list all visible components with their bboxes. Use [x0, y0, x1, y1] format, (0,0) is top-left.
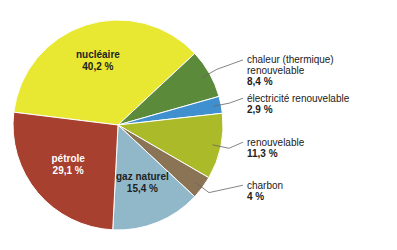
chart: nucléaire40,2 %gaz naturel15,4 %pétrole2…: [0, 0, 397, 250]
slice-label: nucléaire: [76, 49, 120, 60]
label-line: chaleur (thermique): [247, 54, 334, 65]
label-line: renouvelable: [247, 65, 305, 76]
slice-value-label: 4 %: [247, 191, 264, 202]
slice-label: pétrole: [52, 153, 86, 164]
slice-value-label: 29,1 %: [53, 165, 84, 176]
pie-slice: [13, 112, 118, 230]
slice-value-label: 11,3 %: [247, 148, 278, 159]
leader-line: [196, 183, 243, 193]
leader-line: [202, 60, 243, 78]
pie: [13, 20, 223, 230]
slice-value-label: 15,4 %: [127, 183, 158, 194]
slice-label: gaz naturel: [116, 171, 169, 182]
label-line: renouvelable: [247, 137, 305, 148]
labels: nucléaire40,2 %gaz naturel15,4 %pétrole2…: [52, 49, 350, 202]
label-line: charbon: [247, 180, 283, 191]
slice-value-label: 2,9 %: [247, 104, 273, 115]
pie-slice: [113, 125, 195, 230]
label-line: électricité renouvelable: [247, 93, 350, 104]
slice-label: renouvelable: [247, 137, 305, 148]
slice-label: chaleur (thermique)renouvelable: [247, 54, 334, 76]
slice-value-label: 40,2 %: [82, 61, 113, 72]
slices: [13, 20, 223, 230]
leader-line: [213, 142, 243, 148]
leader-line: [213, 98, 243, 106]
slice-label: charbon: [247, 180, 283, 191]
slice-value-label: 8,4 %: [247, 76, 273, 87]
slice-label: électricité renouvelable: [247, 93, 350, 104]
